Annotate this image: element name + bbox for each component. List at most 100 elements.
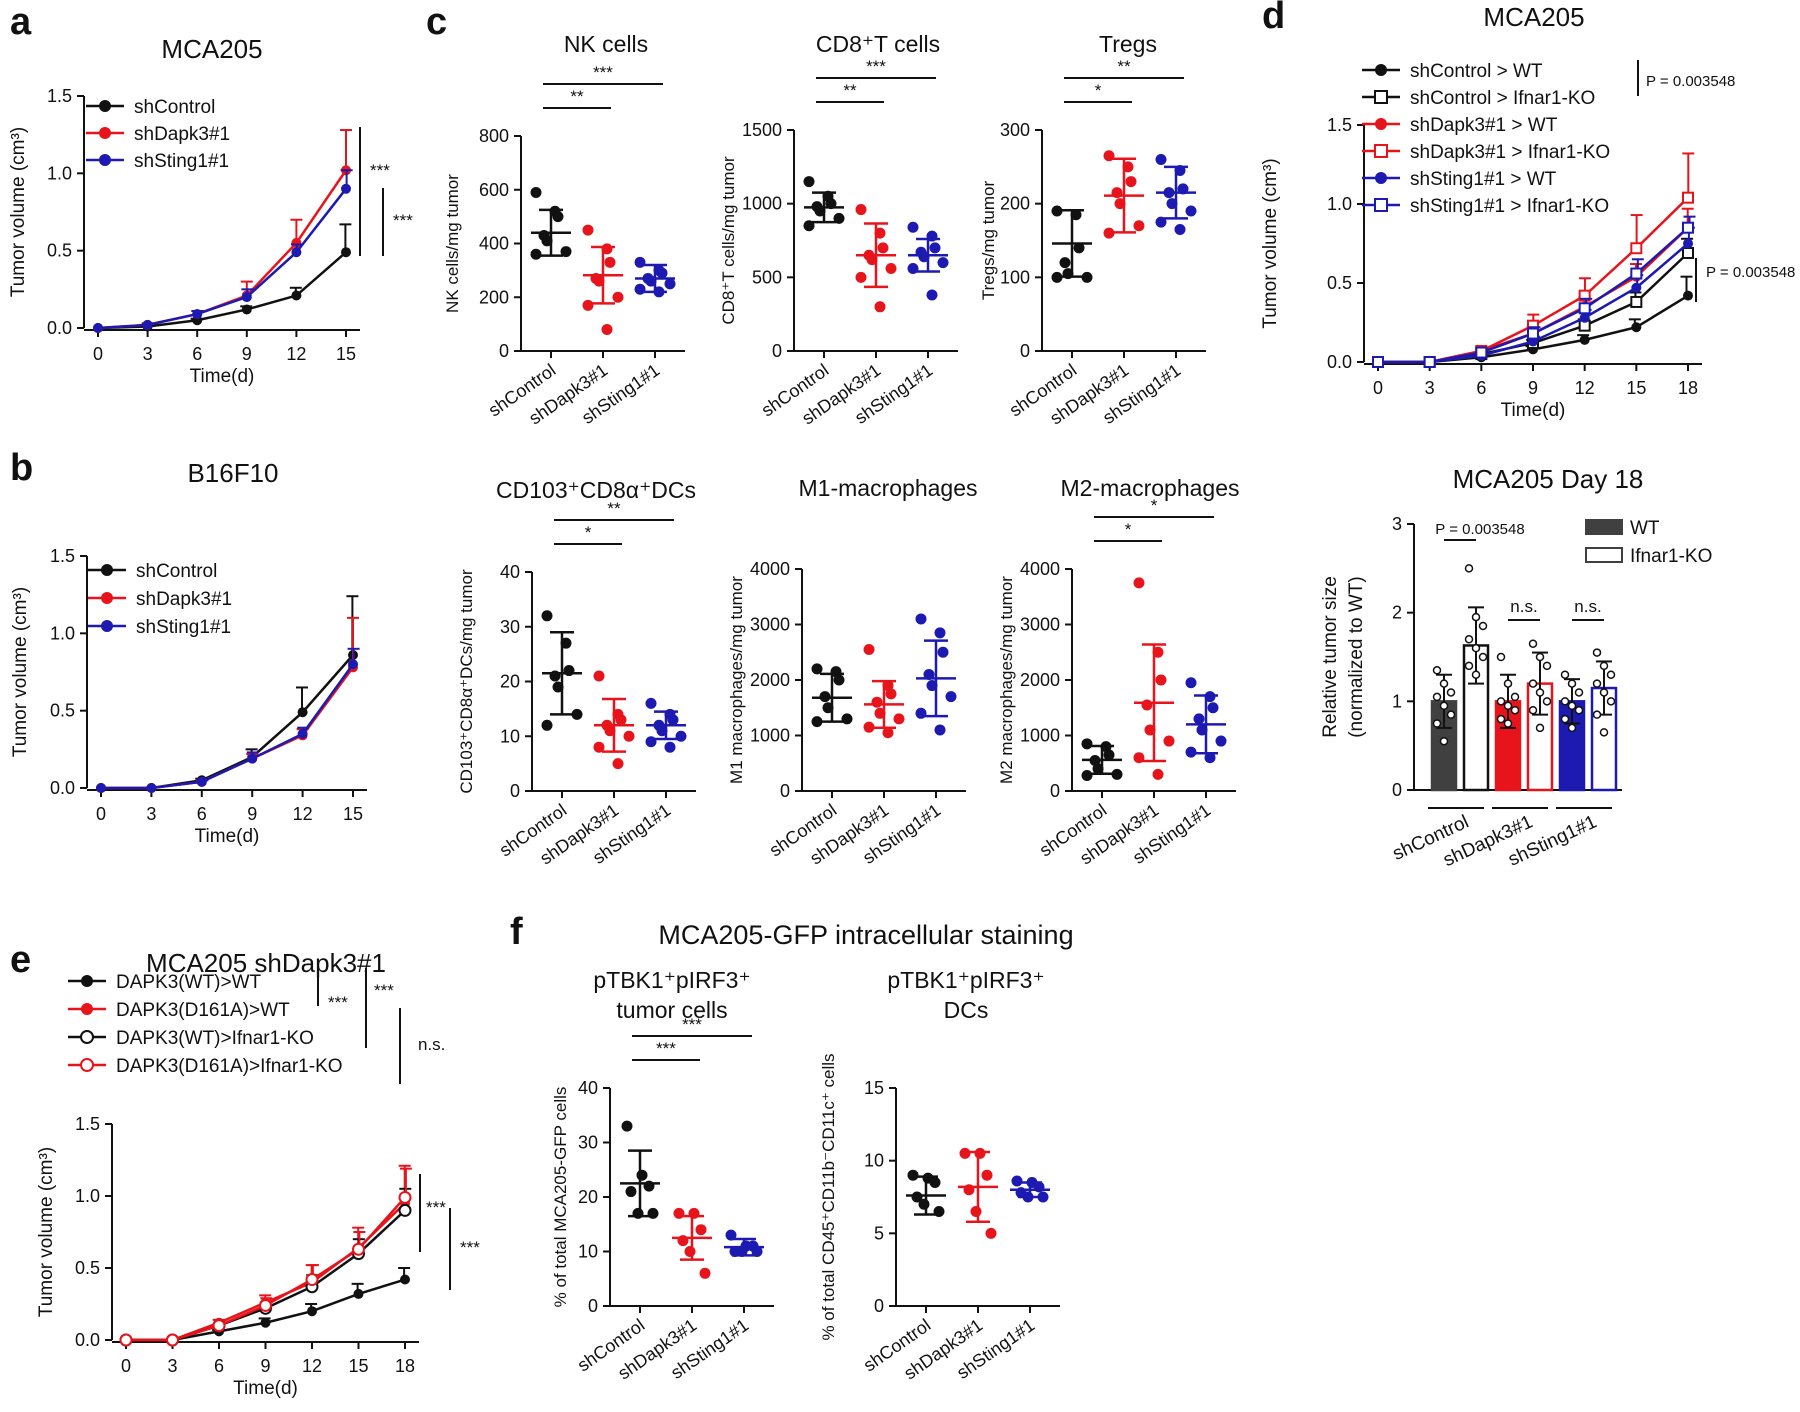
p-value-label: P = 0.003548 [1435,521,1524,538]
data-point [1059,257,1071,269]
data-point [1567,701,1577,711]
series-line [101,663,355,790]
chart-title: NK cells [564,31,648,57]
data-point [1133,220,1145,232]
chart-y-tick-label: 15 [864,1078,884,1098]
x-tick-label: 0 [96,804,106,824]
data-point [1567,723,1577,733]
group-2 [1155,153,1197,235]
chart-y-tick-label: 1000 [1020,726,1060,746]
chart-y-tick-label: 500 [752,267,782,287]
data-point [1423,356,1436,368]
x-axis-label: Time(d) [195,826,260,847]
panel-letter-e: e [10,939,31,981]
group-2 [915,613,957,736]
legend-entry: shDapk3#1 > Ifnar1-KO [1410,142,1610,163]
data-point [1133,577,1145,589]
data-point [1446,710,1456,719]
data-point [241,292,252,303]
data-point [1155,674,1167,686]
group-1 [582,224,624,335]
x-tick-label: 3 [146,804,156,824]
group-1 [855,204,897,313]
data-point [119,1333,133,1347]
data-point [1599,661,1609,671]
data-point [634,256,646,268]
data-point [811,663,823,675]
chart-y-tick-label: 40 [500,562,520,582]
legend-entry: shSting1#1 > WT [1410,169,1557,190]
data-point [1125,176,1137,188]
x-tick-label: 9 [1528,378,1538,398]
series-0 [93,223,352,333]
data-point [1432,692,1442,702]
x-tick-label: 6 [214,1356,224,1376]
data-point [1592,710,1602,719]
y-axis-label: Tumor volume (cm³) [10,587,31,757]
legend-marker [81,1003,93,1015]
data-point [1081,769,1093,781]
chart-title: M1-macrophages [799,475,978,501]
series-5 [1372,215,1696,368]
data-point [1606,697,1616,706]
y-axis-label: Relative tumor size [1320,576,1341,738]
legend-entry: DAPK3(WT)>Ifnar1-KO [116,1028,314,1049]
chart-y-tick-label: 0 [874,1296,884,1316]
legend-entry: DAPK3(WT)>WT [116,972,262,993]
data-point [625,1186,637,1198]
group-0 [620,1120,660,1219]
chart-y-tick-label: 100 [1000,267,1030,287]
x-tick-label: 0 [93,344,103,364]
chart-title: DCs [944,997,989,1023]
chart-y-tick-label: 4000 [1020,559,1060,579]
x-tick-label: 3 [143,344,153,364]
chart-y-tick-label: 1.5 [50,546,75,566]
chart-c4: CD103⁺CD8α⁺DCs010203040shControlshDapk3#… [457,477,696,869]
chart-y-tick-label: 1000 [750,726,790,746]
bar-group-5 [1590,648,1618,792]
data-point [911,1191,923,1203]
data-point [305,1273,319,1287]
chart-title: M2-macrophages [1061,475,1240,501]
data-point [552,211,564,223]
data-point [885,688,897,700]
data-point [1574,705,1584,715]
data-point [1152,768,1164,780]
legend: shControl shDapk3#1 shSting1#1 [86,97,230,172]
data-point [1592,679,1602,688]
chart-y-tick-label: 0 [780,781,790,801]
data-point [1475,346,1488,359]
data-point [260,1317,271,1328]
data-point [1215,735,1227,747]
chart-y-tick-label: 0 [588,1296,598,1316]
chart-y-tick-label: 1.5 [75,1114,100,1134]
data-point [907,221,919,233]
data-point [1155,216,1167,228]
data-point [560,246,572,258]
data-point [1630,242,1643,255]
data-point [874,301,886,313]
significance-label: * [1095,81,1102,100]
legend: DAPK3(WT)>WT DAPK3(D161A)>WT DAPK3(WT)>Ifn… [68,972,343,1077]
chart-title: Tregs [1099,31,1157,57]
data-point [1682,191,1694,204]
x-tick-label: 3 [1425,378,1435,398]
legend-entry: shControl [136,561,217,582]
legend-marker [80,1030,94,1044]
series-line [97,251,347,330]
group-0 [1081,738,1123,781]
data-point [1599,688,1609,697]
legend-entry: Ifnar1-KO [1630,546,1712,567]
chart-y-tick-label: 40 [578,1078,598,1098]
data-point [926,289,938,301]
x-tick-label: 9 [242,344,252,364]
series-4 [1373,226,1695,367]
data-point [1204,752,1216,764]
legend-marker [1374,144,1388,158]
legend-entry: DAPK3(D161A)>WT [116,1000,290,1021]
data-point [811,716,823,728]
x-tick-label: 12 [286,344,306,364]
chart-y-tick-label: 200 [1000,194,1030,214]
chart-title: pTBK1⁺pIRF3⁺ [887,967,1044,993]
